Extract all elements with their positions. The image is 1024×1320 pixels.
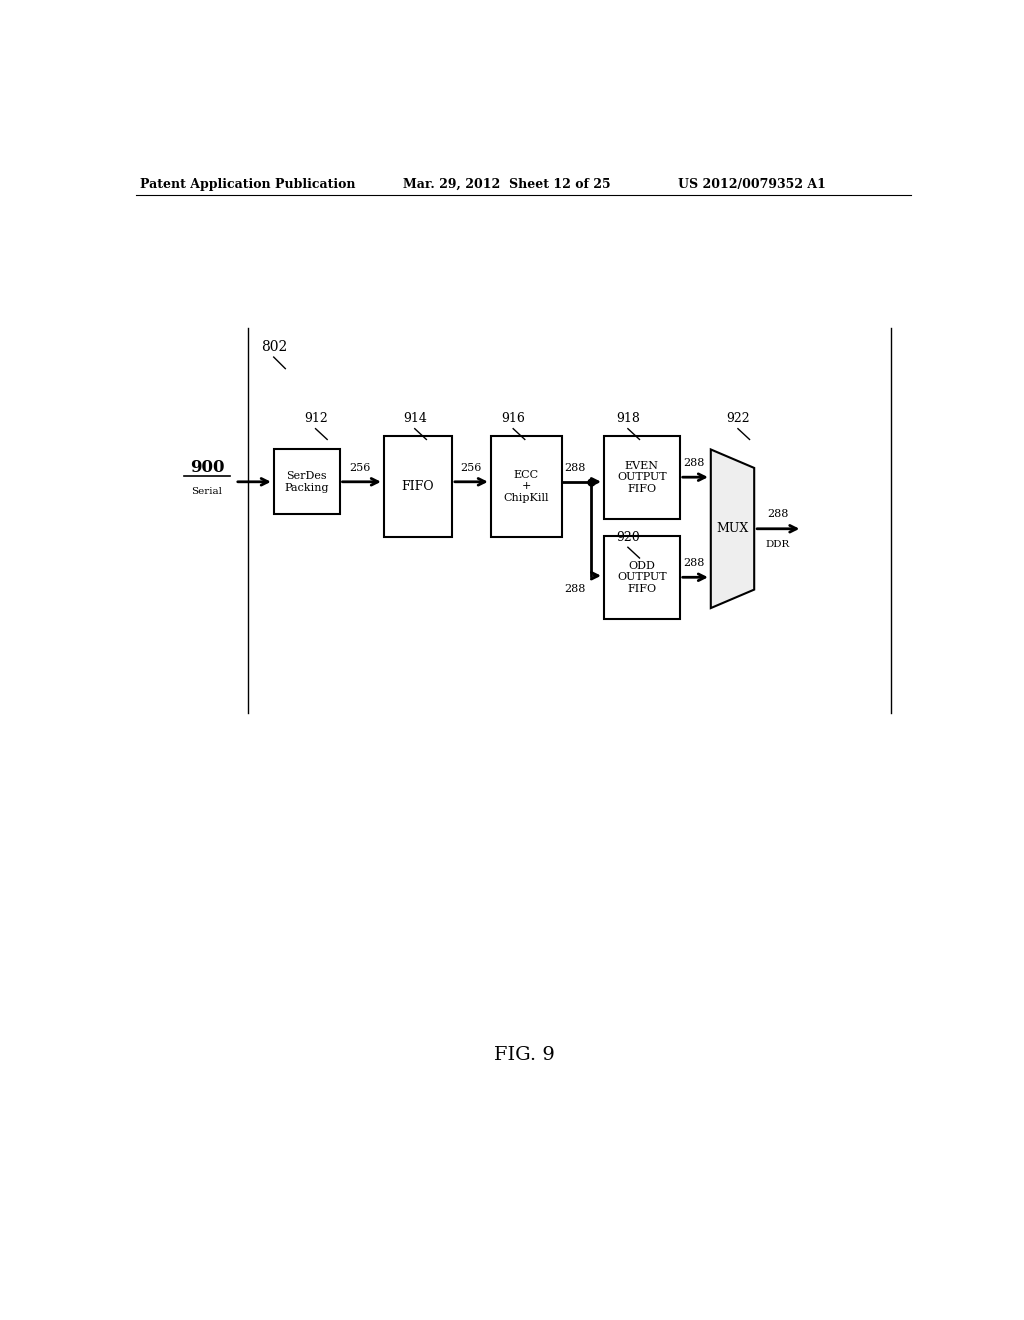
Text: ODD
OUTPUT
FIFO: ODD OUTPUT FIFO <box>617 561 667 594</box>
Text: FIG. 9: FIG. 9 <box>495 1047 555 1064</box>
Text: 288: 288 <box>564 462 586 473</box>
Text: Patent Application Publication: Patent Application Publication <box>139 178 355 190</box>
Text: US 2012/0079352 A1: US 2012/0079352 A1 <box>678 178 826 190</box>
Text: 256: 256 <box>460 462 481 473</box>
Text: 288: 288 <box>564 585 586 594</box>
Text: 802: 802 <box>261 341 288 354</box>
Text: Mar. 29, 2012  Sheet 12 of 25: Mar. 29, 2012 Sheet 12 of 25 <box>403 178 610 190</box>
Text: 912: 912 <box>305 412 329 425</box>
Text: 918: 918 <box>616 412 640 425</box>
Text: 288: 288 <box>683 458 705 469</box>
Text: DDR: DDR <box>765 540 790 549</box>
Text: 914: 914 <box>403 412 427 425</box>
Text: 920: 920 <box>616 531 640 544</box>
Text: FIFO: FIFO <box>401 480 434 492</box>
Text: EVEN
OUTPUT
FIFO: EVEN OUTPUT FIFO <box>617 461 667 494</box>
Text: MUX: MUX <box>717 523 749 536</box>
FancyBboxPatch shape <box>490 436 562 537</box>
Text: SerDes
Packing: SerDes Packing <box>285 471 329 492</box>
FancyBboxPatch shape <box>273 450 340 515</box>
Text: 256: 256 <box>349 462 371 473</box>
Text: 288: 288 <box>767 508 788 519</box>
Text: 922: 922 <box>726 412 750 425</box>
Text: 288: 288 <box>683 558 705 568</box>
Polygon shape <box>711 450 755 609</box>
Text: Serial: Serial <box>191 487 222 495</box>
Text: 916: 916 <box>502 412 525 425</box>
FancyBboxPatch shape <box>384 436 452 537</box>
FancyBboxPatch shape <box>604 536 680 619</box>
Text: ECC
+
ChipKill: ECC + ChipKill <box>504 470 549 503</box>
FancyBboxPatch shape <box>604 436 680 519</box>
Text: 900: 900 <box>189 459 224 477</box>
